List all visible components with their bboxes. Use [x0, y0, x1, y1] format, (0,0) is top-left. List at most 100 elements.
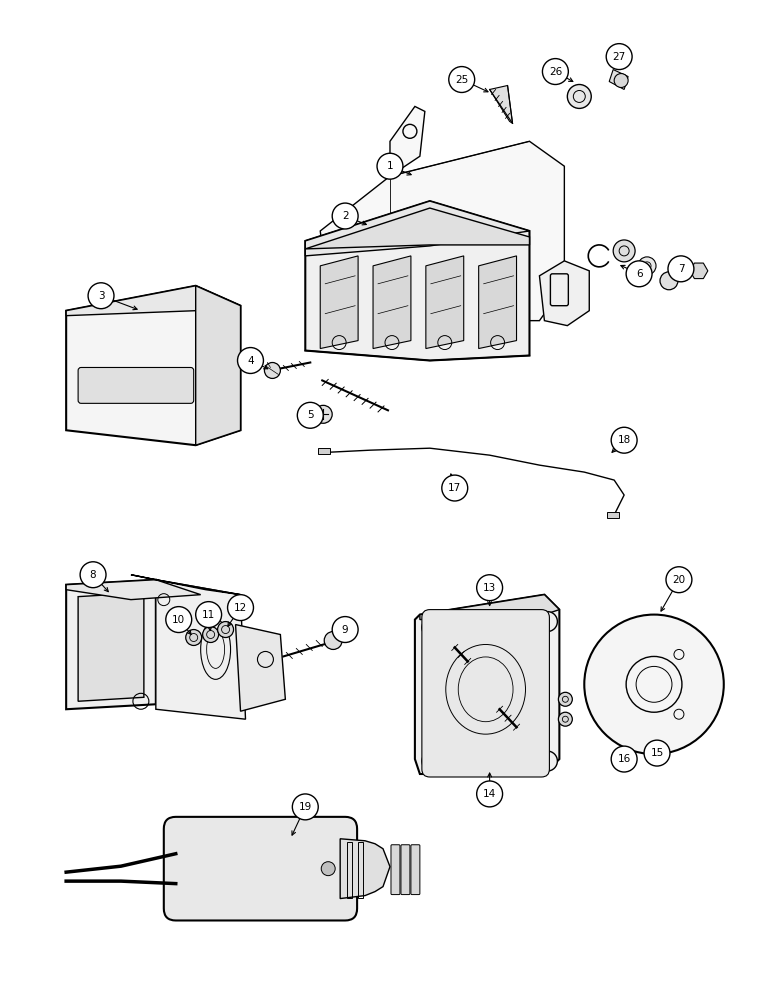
Bar [318, 448, 330, 454]
FancyBboxPatch shape [401, 845, 410, 895]
Circle shape [660, 272, 678, 290]
Polygon shape [373, 256, 411, 349]
Text: 26: 26 [549, 67, 562, 77]
FancyBboxPatch shape [411, 845, 420, 895]
Circle shape [611, 427, 637, 453]
Polygon shape [340, 839, 390, 899]
Polygon shape [540, 261, 589, 326]
Polygon shape [609, 70, 628, 89]
Text: 6: 6 [636, 269, 642, 279]
Polygon shape [690, 263, 708, 279]
Circle shape [203, 627, 218, 642]
Circle shape [422, 618, 442, 638]
Text: 5: 5 [307, 410, 313, 420]
Bar [347, 842, 352, 898]
Polygon shape [305, 201, 530, 256]
Circle shape [606, 44, 632, 70]
Polygon shape [66, 286, 241, 316]
Circle shape [80, 562, 106, 588]
Circle shape [321, 862, 335, 876]
Circle shape [567, 85, 591, 108]
Text: 16: 16 [618, 754, 631, 764]
Circle shape [324, 632, 342, 649]
Text: 3: 3 [98, 291, 104, 301]
Circle shape [615, 74, 628, 87]
Text: 10: 10 [172, 615, 185, 625]
Circle shape [314, 405, 332, 423]
Text: 19: 19 [299, 802, 312, 812]
FancyBboxPatch shape [164, 817, 357, 920]
Polygon shape [390, 106, 425, 176]
Polygon shape [78, 593, 144, 701]
Circle shape [638, 257, 656, 275]
Circle shape [377, 153, 403, 179]
Circle shape [297, 402, 323, 428]
Polygon shape [66, 286, 241, 445]
Circle shape [332, 203, 358, 229]
Polygon shape [320, 256, 358, 349]
Circle shape [668, 256, 694, 282]
Polygon shape [320, 141, 564, 321]
Circle shape [238, 348, 263, 373]
Circle shape [611, 746, 637, 772]
Circle shape [265, 362, 280, 378]
Circle shape [476, 781, 503, 807]
Polygon shape [195, 286, 241, 445]
Circle shape [476, 575, 503, 601]
Polygon shape [420, 595, 560, 620]
Polygon shape [66, 580, 201, 600]
Circle shape [626, 261, 652, 287]
Text: 25: 25 [455, 75, 469, 85]
Circle shape [228, 595, 253, 621]
Circle shape [558, 712, 572, 726]
Text: 13: 13 [483, 583, 496, 593]
Circle shape [537, 612, 557, 632]
Text: 9: 9 [342, 625, 348, 635]
Text: 7: 7 [678, 264, 684, 274]
Circle shape [584, 615, 724, 754]
Circle shape [332, 617, 358, 642]
Text: 20: 20 [672, 575, 686, 585]
Text: 15: 15 [650, 748, 664, 758]
Polygon shape [426, 256, 464, 349]
Polygon shape [156, 580, 245, 719]
Polygon shape [489, 85, 513, 123]
Circle shape [666, 567, 692, 593]
Text: 11: 11 [202, 610, 215, 620]
Circle shape [558, 692, 572, 706]
Bar [608, 512, 619, 518]
Text: 1: 1 [387, 161, 393, 171]
Circle shape [186, 630, 201, 645]
Polygon shape [66, 580, 156, 709]
Text: 18: 18 [618, 435, 631, 445]
Circle shape [166, 607, 191, 633]
Circle shape [644, 740, 670, 766]
Circle shape [293, 794, 318, 820]
Polygon shape [415, 595, 560, 774]
Polygon shape [305, 208, 530, 249]
Circle shape [449, 67, 475, 92]
Text: 2: 2 [342, 211, 348, 221]
FancyBboxPatch shape [78, 367, 194, 403]
Circle shape [537, 751, 557, 771]
Text: 4: 4 [247, 356, 254, 366]
Circle shape [88, 283, 114, 309]
Circle shape [218, 622, 234, 638]
Text: 27: 27 [612, 52, 626, 62]
Circle shape [543, 59, 568, 85]
FancyBboxPatch shape [391, 845, 400, 895]
Circle shape [422, 751, 442, 771]
Polygon shape [131, 575, 241, 595]
Text: 12: 12 [234, 603, 247, 613]
Circle shape [442, 475, 468, 501]
Polygon shape [305, 201, 530, 361]
Text: 14: 14 [483, 789, 496, 799]
Polygon shape [235, 625, 286, 711]
Polygon shape [479, 256, 516, 349]
Circle shape [613, 240, 635, 262]
Text: 8: 8 [90, 570, 96, 580]
FancyBboxPatch shape [422, 610, 550, 777]
Text: 17: 17 [448, 483, 462, 493]
Circle shape [195, 602, 222, 628]
Bar [358, 842, 363, 898]
